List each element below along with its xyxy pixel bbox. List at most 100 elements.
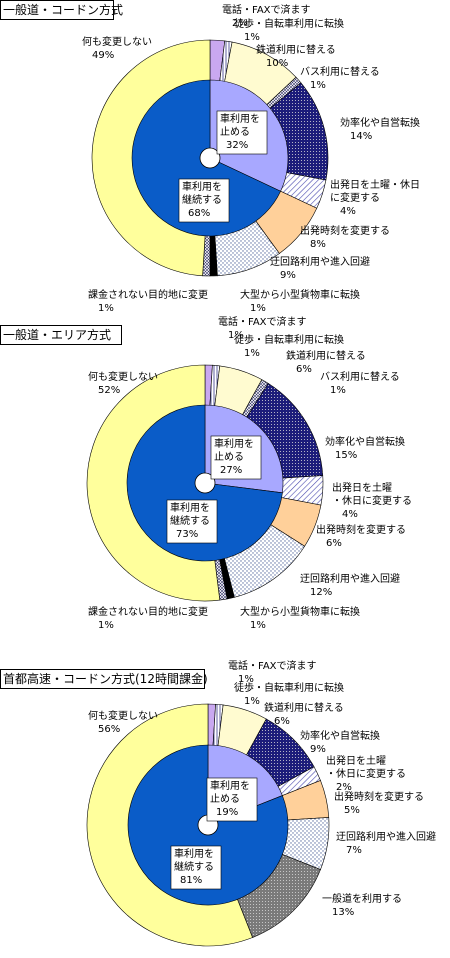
inner-labels: 車利用を止める 27% 車利用を継続する 73%	[166, 435, 262, 544]
panel-title-text: 一般道・コードン方式	[3, 2, 123, 17]
outer-label-pct-10: 1%	[98, 303, 114, 314]
outer-label-pct-7: 6%	[326, 538, 342, 549]
outer-label-pct-3: 6%	[296, 364, 312, 375]
outer-label-9: 何も変更しない	[88, 709, 158, 722]
outer-label-pct-1: 1%	[228, 330, 244, 341]
outer-label-pct-6: 4%	[340, 206, 356, 217]
panel-title: 首都高速・コードン方式(12時間課金)	[0, 669, 208, 689]
outer-label-pct-8: 12%	[310, 587, 332, 598]
outer-label-pct-4: 1%	[330, 385, 346, 396]
outer-labels: 電話・FAXで済ます1%徒歩・自転車利用に転換1%鉄道利用に替える6%効率化や自…	[88, 659, 436, 918]
panel-title-box	[0, 325, 122, 345]
inner-labels: 車利用を止める 32% 車利用を継続する 68%	[178, 110, 268, 223]
inner-label-2: 車利用を継続する	[182, 180, 222, 206]
outer-label-5: 出発日を土曜・休日に変更する	[326, 754, 406, 780]
donut-hole	[194, 472, 216, 494]
outer-label-pct-9: 1%	[250, 303, 266, 314]
outer-label-pct-7: 7%	[346, 845, 362, 856]
outer-label-4: 効率化や自営転換	[300, 729, 380, 742]
inner-label-pct-2: 73%	[176, 529, 198, 540]
outer-label-pct-3: 6%	[274, 716, 290, 727]
outer-label-pct-3: 10%	[266, 58, 288, 69]
outer-label-11: 何も変更しない	[88, 370, 158, 383]
outer-label-4: バス利用に替える	[320, 370, 400, 383]
outer-label-6: 出発時刻を変更する	[334, 790, 424, 803]
outer-label-pct-4: 1%	[310, 80, 326, 91]
outer-label-8: 一般道を利用する	[322, 892, 402, 905]
outer-label-2: 徒歩・自転車利用に転換	[234, 17, 344, 30]
panel-title-text: 一般道・エリア方式	[3, 327, 111, 342]
outer-label-8: 迂回路利用や進入回避	[270, 255, 370, 268]
inner-label-box-1	[206, 777, 258, 822]
panel-title-box	[0, 0, 114, 20]
inner-label-pct-1: 32%	[226, 140, 248, 151]
inner-label-pct-1: 19%	[216, 807, 238, 818]
outer-label-pct-5: 14%	[350, 131, 372, 142]
outer-label-pct-10: 1%	[98, 620, 114, 631]
panel-title-text: 首都高速・コードン方式(12時間課金)	[3, 671, 208, 686]
panel-title: 一般道・コードン方式	[0, 0, 123, 20]
outer-label-2: 徒歩・自転車利用に転換	[234, 681, 344, 694]
outer-label-1: 電話・FAXで済ます	[228, 659, 317, 672]
outer-label-10: 課金されない目的地に変更	[88, 605, 208, 618]
donut-hole	[199, 147, 221, 169]
outer-label-pct-7: 8%	[310, 239, 326, 250]
inner-label-box-2	[178, 178, 230, 223]
outer-label-pct-11: 52%	[98, 385, 120, 396]
outer-label-6: 出発日を土曜・休日に変更する	[330, 178, 420, 204]
outer-label-3: 鉄道利用に替える	[264, 701, 344, 714]
inner-label-pct-2: 81%	[180, 875, 202, 886]
outer-label-pct-4: 9%	[310, 744, 326, 755]
inner-label-pct-2: 68%	[188, 208, 210, 219]
outer-label-6: 出発日を土曜・休日に変更する	[332, 481, 412, 507]
outer-labels: 電話・FAXで済ます2%徒歩・自転車利用に転換1%鉄道利用に替える10%バス利用…	[82, 3, 420, 314]
outer-label-5: 効率化や自営転換	[340, 116, 420, 129]
outer-label-1: 電話・FAXで済ます	[218, 315, 307, 328]
inner-label-2: 車利用を継続する	[174, 847, 214, 873]
inner-label-pct-1: 27%	[220, 465, 242, 476]
outer-label-pct-6: 5%	[344, 805, 360, 816]
outer-label-1: 電話・FAXで済ます	[222, 3, 311, 16]
inner-label-box-1	[216, 110, 268, 155]
inner-label-1: 車利用を止める	[210, 779, 250, 805]
outer-label-2: 徒歩・自転車利用に転換	[234, 333, 344, 346]
outer-label-pct-1: 2%	[232, 18, 248, 29]
outer-label-pct-1: 1%	[238, 674, 254, 685]
outer-label-pct-2: 1%	[244, 348, 260, 359]
outer-label-7: 迂回路利用や進入回避	[336, 830, 436, 843]
outer-label-3: 鉄道利用に替える	[286, 349, 366, 362]
chart-panel-3: 首都高速・コードン方式(12時間課金)電話・FAXで済ます1%徒歩・自転車利用に…	[0, 659, 436, 947]
outer-label-pct-9: 56%	[98, 724, 120, 735]
outer-label-9: 大型から小型貨物車に転換	[240, 605, 360, 618]
outer-label-pct-6: 4%	[342, 509, 358, 520]
inner-label-2: 車利用を継続する	[170, 501, 210, 527]
outer-label-pct-9: 1%	[250, 620, 266, 631]
outer-label-pct-8: 13%	[332, 907, 354, 918]
outer-label-11: 何も変更しない	[82, 35, 152, 48]
panel-title-box	[0, 669, 205, 689]
outer-label-7: 出発時刻を変更する	[316, 523, 406, 536]
outer-label-pct-5: 15%	[335, 450, 357, 461]
outer-label-pct-11: 49%	[92, 50, 114, 61]
outer-label-pct-2: 1%	[244, 32, 260, 43]
inner-label-1: 車利用を止める	[220, 112, 260, 138]
outer-label-pct-8: 9%	[280, 270, 296, 281]
outer-label-8: 迂回路利用や進入回避	[300, 572, 400, 585]
outer-label-pct-5: 2%	[336, 782, 352, 793]
inner-label-box-2	[170, 845, 222, 890]
inner-labels: 車利用を止める 19% 車利用を継続する 81%	[170, 777, 258, 890]
outer-label-5: 効率化や自営転換	[325, 435, 405, 448]
outer-label-10: 課金されない目的地に変更	[88, 288, 208, 301]
inner-label-1: 車利用を止める	[214, 437, 254, 463]
outer-label-7: 出発時刻を変更する	[300, 224, 390, 237]
inner-label-box-2	[166, 499, 218, 544]
chart-panel-1: 一般道・コードン方式 電話・FAXで済ます2%徒歩・自転車利用に転換1%鉄道利用に…	[0, 0, 420, 314]
outer-label-4: バス利用に替える	[300, 65, 380, 78]
inner-label-box-1	[210, 435, 262, 480]
outer-label-9: 大型から小型貨物車に転換	[240, 288, 360, 301]
outer-label-pct-2: 1%	[244, 696, 260, 707]
